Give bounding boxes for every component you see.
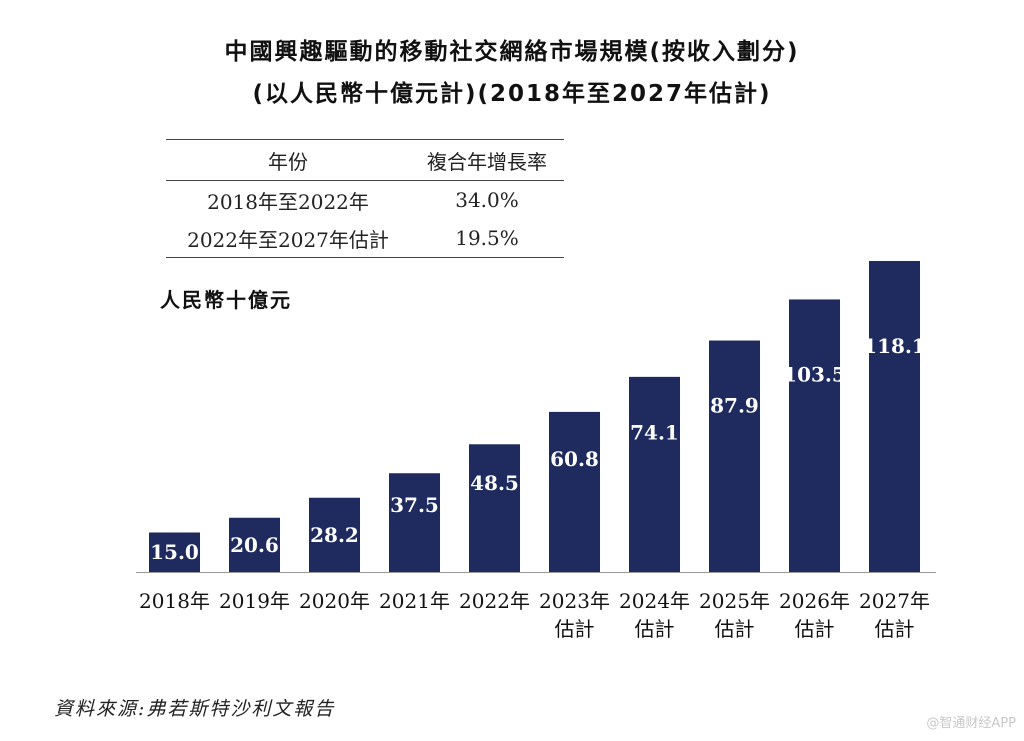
y-axis-unit-label: 人民幣十億元 (160, 288, 292, 312)
bar-value-label: 74.1 (630, 421, 679, 445)
watermark: @智通财经APP (926, 716, 1016, 731)
x-tick-label: 2026年 (779, 589, 850, 613)
bars-group: 15.0 20.6 28.2 37.5 48.5 60.8 74.1 87.9 103.5 118… (149, 261, 926, 572)
x-tick-label: 2018年 (139, 589, 210, 613)
cagr-rate: 34.0% (455, 188, 519, 212)
cagr-period: 2018年至2022年 (207, 189, 369, 214)
bar (629, 376, 680, 572)
bar-value-label: 118.1 (863, 334, 926, 358)
x-tick-label: 2023年 (539, 589, 610, 613)
cagr-row: 2022年至2027年估計 19.5% (166, 219, 564, 258)
bar-value-label: 28.2 (310, 523, 359, 547)
bar-value-label: 103.5 (783, 363, 846, 387)
bar-value-label: 60.8 (550, 447, 599, 471)
x-tick-label: 2020年 (299, 589, 370, 613)
bar (549, 411, 600, 572)
x-tick-label: 2025年 (699, 589, 770, 613)
x-tick-label: 2021年 (379, 589, 450, 613)
chart-title: 中國興趣驅動的移動社交網絡市場規模(按收入劃分) (224, 39, 800, 65)
x-tick-label: 估計 (715, 617, 755, 641)
cagr-row: 2018年至2022年 34.0% (166, 181, 564, 220)
cagr-header-row: 年份 複合年增長率 (166, 139, 564, 181)
bar-value-label: 15.0 (150, 540, 199, 564)
cagr-table: 年份 複合年增長率 2018年至2022年 34.0% 2022年至2027年估… (166, 139, 564, 258)
x-tick-labels: 2018年 2019年 2020年 2021年 2022年 2023年估計2024年估計2… (139, 589, 930, 641)
cagr-rate: 19.5% (410, 219, 564, 258)
bar (709, 340, 760, 572)
x-tick-label: 估計 (555, 617, 595, 641)
bar (869, 261, 920, 572)
x-tick-label: 估計 (635, 617, 675, 641)
x-tick-label: 2022年 (459, 589, 530, 613)
bar-value-label: 48.5 (470, 471, 519, 495)
bar (789, 299, 840, 572)
cagr-header-rate: 複合年增長率 (410, 139, 564, 181)
x-tick-label: 2024年 (619, 589, 690, 613)
chart-subtitle: (以人民幣十億元計)(2018年至2027年估計) (252, 81, 772, 107)
bar (149, 532, 200, 572)
bar (309, 497, 360, 572)
cagr-period: 2022年至2027年估計 (166, 219, 410, 258)
source-note: 資料來源:弗若斯特沙利文報告 (54, 698, 336, 720)
bar-value-label: 87.9 (710, 393, 759, 417)
x-tick-label: 估計 (795, 617, 835, 641)
x-tick-label: 估計 (875, 617, 915, 641)
bar-value-label: 37.5 (390, 493, 439, 517)
bar-value-label: 20.6 (230, 533, 279, 557)
x-tick-label: 2027年 (859, 589, 930, 613)
bar (229, 517, 280, 572)
cagr-header-period: 年份 (166, 139, 410, 181)
x-tick-label: 2019年 (219, 589, 290, 613)
bar (389, 473, 440, 572)
bar (469, 444, 520, 572)
